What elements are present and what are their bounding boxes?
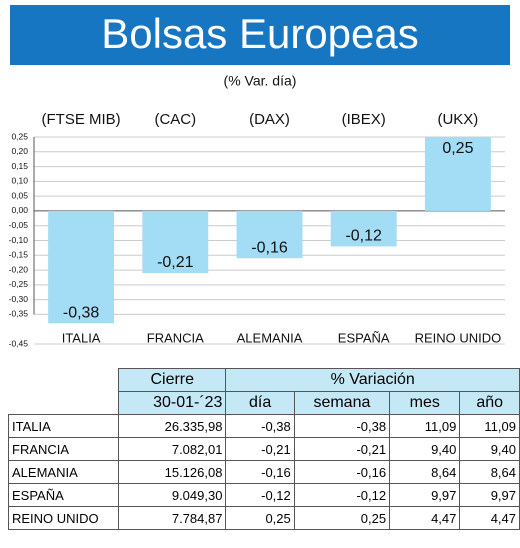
subheader-row: 30-01-´23 día semana mes año [9,391,520,415]
value-cell: 9,40 [389,437,461,461]
bar [48,210,115,324]
value-cell: 11,09 [389,414,461,438]
value-cell: -0,21 [225,437,295,461]
value-cell: 4,47 [459,506,520,530]
value-label: -0,21 [157,254,194,271]
index-label: (IBEX) [342,111,386,128]
value-cell: 0,25 [293,506,391,530]
value-cell: 9,40 [459,437,520,461]
subheader-cell: año [459,391,520,415]
y-tick-label: 0,00 [11,205,28,215]
blank-cell [8,368,120,415]
value-cell: 11,09 [459,414,520,438]
table-row: ITALIA 26.335,98 -0,38 -0,38 11,09 11,09 [7,414,520,438]
value-cell: -0,38 [293,414,391,438]
country-cell: FRANCIA [7,437,120,461]
value-cell: 4,47 [389,506,461,530]
x-tick-label: REINO UNIDO [415,330,502,345]
value-cell: -0,16 [225,460,295,484]
value-cell: 7.784,87 [118,506,227,530]
value-cell: 8,64 [389,460,461,484]
index-label: (CAC) [154,111,196,128]
value-cell: 9.049,30 [118,483,227,507]
country-cell: ITALIA [7,414,120,438]
y-tick-label: 0,25 [11,131,28,141]
value-cell: 26.335,98 [118,414,227,438]
chart-subtitle: (% Var. día) [224,73,297,89]
header-row: Cierre% Variación [8,368,520,415]
country-cell: ALEMANIA [7,460,120,484]
y-tick-label: -0,10 [9,235,29,245]
table-row: FRANCIA 7.082,01 -0,21 -0,21 9,40 9,40 [7,437,520,461]
y-tick-label: -0,35 [9,309,29,319]
value-cell: -0,21 [293,437,391,461]
value-cell: 0,25 [225,506,295,530]
value-cell: -0,16 [293,460,391,484]
y-tick-label: -0,05 [9,220,29,230]
bar [424,137,491,211]
subheader-cell: 30-01-´23 [118,391,227,415]
value-cell: 8,64 [459,460,520,484]
y-tick-label: 0,15 [11,161,28,171]
table-row: REINO UNIDO 7.784,87 0,25 0,25 4,47 4,47 [7,506,520,530]
value-cell: 9,97 [459,483,520,507]
y-tick-label: -0,25 [9,279,29,289]
header-cell: % Variación [225,368,520,392]
x-tick-label: FRANCIA [147,330,204,345]
value-cell: 7.082,01 [118,437,227,461]
value-label: -0,38 [63,305,100,322]
value-label: -0,12 [345,228,382,245]
y-tick-label: 0,20 [11,146,28,156]
y-tick-label: 0,05 [11,190,28,200]
table-row: ESPAÑA 9.049,30 -0,12 -0,12 9,97 9,97 [7,483,520,507]
chart: Bolsas Europeas (% Var. día) 0,25 0,20 0,1… [9,5,510,348]
x-tick-label: ESPAÑA [338,330,390,345]
value-cell: 15.126,08 [118,460,227,484]
y-tick-label: -0,30 [9,294,29,304]
country-cell: ESPAÑA [7,483,120,507]
header-cell: Cierre [118,368,227,392]
subheader-cell: semana [293,391,391,415]
value-cell: -0,12 [225,483,295,507]
title-band [10,5,510,65]
subheader-cell: día [225,391,295,415]
y-tick-label: 0,10 [11,176,28,186]
bar [236,210,303,259]
y-tick-label: -0,15 [9,250,29,260]
value-cell: -0,38 [225,414,295,438]
data-table: Cierre% Variación 30-01-´23 día semana mes añ… [7,368,520,530]
x-tick-label: ITALIA [62,330,101,345]
value-label: -0,16 [251,239,288,256]
country-cell: REINO UNIDO [7,506,120,530]
chart-title: Bolsas Europeas [101,10,419,57]
y-tick-label: -0,45 [9,338,29,348]
y-tick-label: -0,20 [9,264,29,274]
index-label: (FTSE MIB) [42,111,121,128]
table-row: ALEMANIA 15.126,08 -0,16 -0,16 8,64 8,64 [7,460,520,484]
x-tick-label: ALEMANIA [237,330,303,345]
value-label: 0,25 [442,140,473,157]
bar [330,210,397,247]
index-label: (DAX) [249,111,290,128]
value-cell: -0,12 [293,483,391,507]
value-cell: 9,97 [389,483,461,507]
index-label: (UKX) [437,111,478,128]
subheader-cell: mes [389,391,461,415]
bar [142,210,209,274]
